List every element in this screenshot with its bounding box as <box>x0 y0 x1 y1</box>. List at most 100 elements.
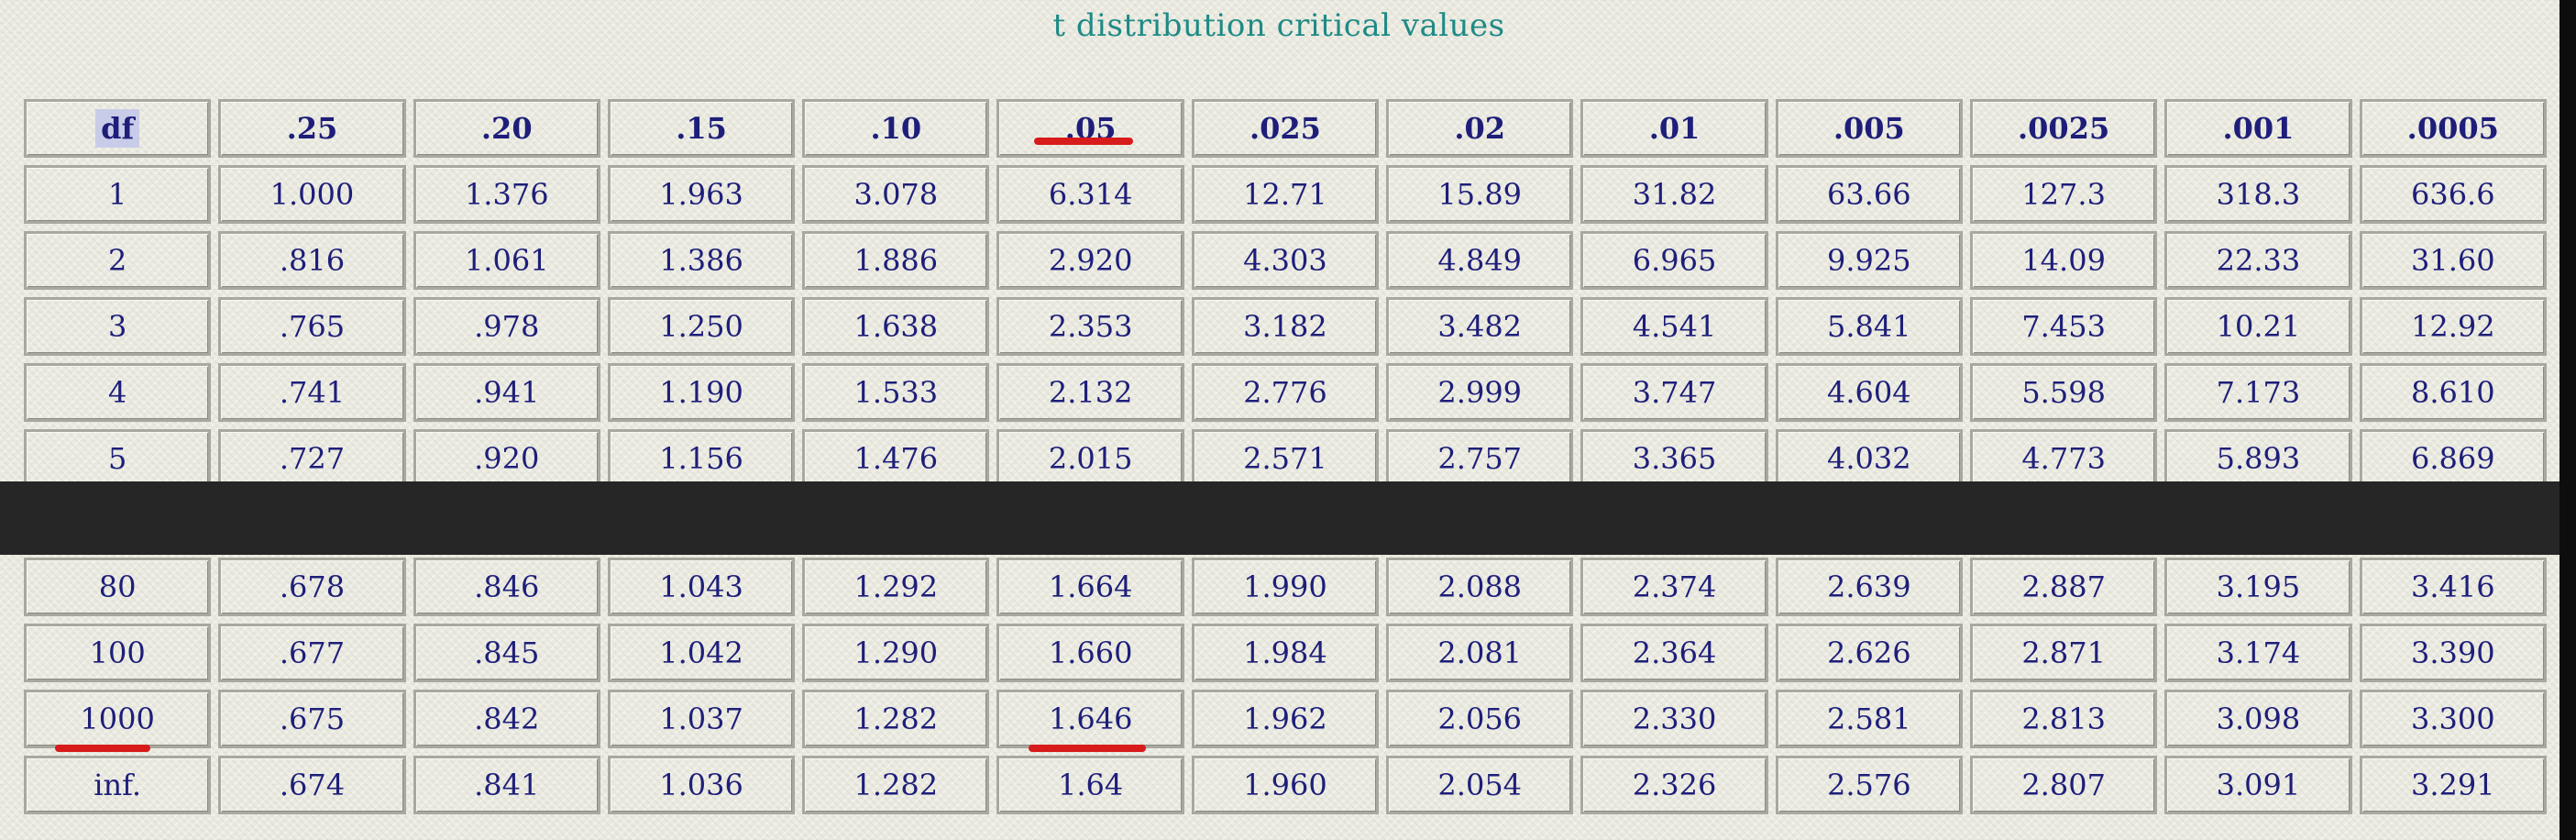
df-cell: 5 <box>24 429 212 481</box>
value-cell: 2.330 <box>1580 690 1768 748</box>
value-cell: 9.925 <box>1775 231 1963 290</box>
table-body-lower: 80.678.846 1.043 1.292 1.664 1.990 2.088 2.374… <box>24 558 2547 814</box>
value-cell: 1.290 <box>802 624 990 682</box>
value-cell: 3.416 <box>2359 558 2547 616</box>
value-cell: 1.190 <box>607 363 796 422</box>
value-cell: 12.92 <box>2359 297 2547 356</box>
value-cell: 10.21 <box>2164 297 2352 356</box>
value-cell: 1.476 <box>802 429 990 481</box>
value-cell: 6.869 <box>2359 429 2547 481</box>
value-cell: 636.6 <box>2359 165 2547 224</box>
value-cell: 1.886 <box>802 231 990 290</box>
value-cell: 1.292 <box>802 558 990 616</box>
value-cell: 4.541 <box>1580 297 1768 356</box>
underline-mark-header-05 <box>1034 138 1133 145</box>
value-cell: 2.132 <box>996 363 1184 422</box>
value-cell: 1.664 <box>996 558 1184 616</box>
table-row: 1 1.000 1.376 1.963 3.078 6.314 12.71 15.89 31.8… <box>24 165 2547 224</box>
df-cell: 2 <box>24 231 212 290</box>
table-upper-section: df .25 .20 .15 .10 .05 .025 .02 .01 .005… <box>17 92 2554 481</box>
value-cell: 3.182 <box>1191 297 1380 356</box>
value-cell: 1.376 <box>413 165 600 224</box>
value-cell: 7.453 <box>1969 297 2158 356</box>
value-cell: .920 <box>413 429 600 481</box>
value-cell: 3.174 <box>2164 624 2352 682</box>
value-cell: .978 <box>413 297 600 356</box>
value-cell: 3.091 <box>2164 756 2352 814</box>
table-row: inf. .674.841 1.036 1.282 1.64 1.960 2.054 2.32… <box>24 756 2547 814</box>
underline-mark-value-1646 <box>1029 745 1146 752</box>
df-cell: 1000 <box>24 690 212 748</box>
value-cell: 2.639 <box>1775 558 1963 616</box>
value-cell: 4.849 <box>1386 231 1574 290</box>
value-cell: .846 <box>413 558 600 616</box>
value-cell: 1.638 <box>802 297 990 356</box>
value-cell: 1.000 <box>218 165 406 224</box>
value-cell: 1.282 <box>802 690 990 748</box>
table-row: 3.765.978 1.250 1.638 2.353 3.182 3.482 4.541 5… <box>24 297 2547 356</box>
value-cell: 127.3 <box>1969 165 2158 224</box>
value-cell: .845 <box>413 624 600 682</box>
value-cell: 1.646 <box>996 690 1184 748</box>
value-cell: 31.60 <box>2359 231 2547 290</box>
df-cell: 4 <box>24 363 212 422</box>
value-cell: 5.598 <box>1969 363 2158 422</box>
value-cell: 22.33 <box>2164 231 2352 290</box>
value-cell: 1.282 <box>802 756 990 814</box>
table-row: 100.677.845 1.042 1.290 1.660 1.984 2.081 2.36… <box>24 624 2547 682</box>
value-cell: 2.326 <box>1580 756 1768 814</box>
header-cell: .10 <box>802 99 990 158</box>
value-cell: .765 <box>218 297 406 356</box>
value-cell: 1.984 <box>1191 624 1380 682</box>
value-cell: 1.533 <box>802 363 990 422</box>
header-cell-df: df <box>24 99 212 158</box>
value-cell: 1.156 <box>607 429 796 481</box>
header-cell: .0025 <box>1969 99 2158 158</box>
value-cell: 318.3 <box>2164 165 2352 224</box>
value-cell: 5.893 <box>2164 429 2352 481</box>
value-cell: 1.660 <box>996 624 1184 682</box>
value-cell: 6.965 <box>1580 231 1768 290</box>
value-cell: 1.042 <box>607 624 796 682</box>
redaction-bar <box>0 481 2576 555</box>
header-cell: .20 <box>413 99 600 158</box>
header-cell: .01 <box>1580 99 1768 158</box>
header-cell: .005 <box>1775 99 1963 158</box>
value-cell: 4.773 <box>1969 429 2158 481</box>
value-cell: 2.571 <box>1191 429 1380 481</box>
value-cell: 1.043 <box>607 558 796 616</box>
value-cell: 2.015 <box>996 429 1184 481</box>
value-cell: 2.374 <box>1580 558 1768 616</box>
value-cell: 3.482 <box>1386 297 1574 356</box>
header-row: df .25 .20 .15 .10 .05 .025 .02 .01 .005… <box>24 99 2547 158</box>
value-cell: 3.365 <box>1580 429 1768 481</box>
value-cell: 7.173 <box>2164 363 2352 422</box>
header-cell-05: .05 <box>996 99 1184 158</box>
value-cell: 12.71 <box>1191 165 1380 224</box>
value-cell: 14.09 <box>1969 231 2158 290</box>
header-cell: .02 <box>1386 99 1574 158</box>
value-cell: 1.962 <box>1191 690 1380 748</box>
value-cell: 1.061 <box>413 231 600 290</box>
value-cell: .741 <box>218 363 406 422</box>
value-cell: .678 <box>218 558 406 616</box>
t-table-upper: df .25 .20 .15 .10 .05 .025 .02 .01 .005… <box>17 92 2554 481</box>
value-cell: .941 <box>413 363 600 422</box>
value-cell: 2.999 <box>1386 363 1574 422</box>
value-cell: 31.82 <box>1580 165 1768 224</box>
value-cell: 2.626 <box>1775 624 1963 682</box>
value-cell: 2.887 <box>1969 558 2158 616</box>
value-cell: 2.871 <box>1969 624 2158 682</box>
df-cell: 3 <box>24 297 212 356</box>
value-cell: .841 <box>413 756 600 814</box>
value-cell: 3.747 <box>1580 363 1768 422</box>
value-cell: 3.195 <box>2164 558 2352 616</box>
header-label-df: df <box>95 109 140 148</box>
table-row: 5.727.920 1.156 1.476 2.015 2.571 2.757 3.365 4… <box>24 429 2547 481</box>
value-cell: 2.081 <box>1386 624 1574 682</box>
value-cell: 5.841 <box>1775 297 1963 356</box>
value-cell: 1.963 <box>607 165 796 224</box>
value-cell: .675 <box>218 690 406 748</box>
value-cell: 2.807 <box>1969 756 2158 814</box>
value-cell: 3.300 <box>2359 690 2547 748</box>
